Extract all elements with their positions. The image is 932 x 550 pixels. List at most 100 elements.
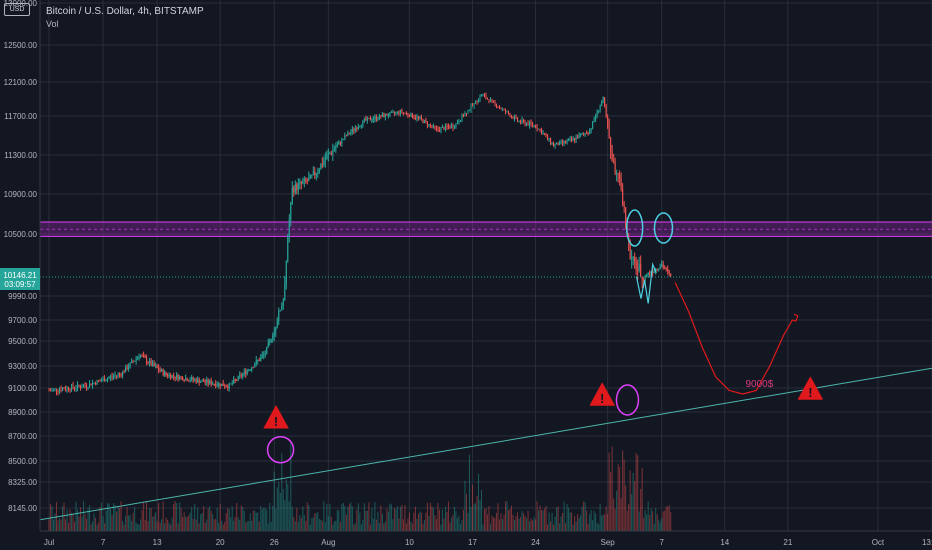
candle-body xyxy=(387,115,389,117)
volume-bar xyxy=(188,515,190,531)
volume-bar xyxy=(320,519,322,531)
volume-bar xyxy=(63,502,65,531)
volume-bar xyxy=(450,517,452,531)
volume-bar xyxy=(438,509,440,531)
y-tick-label: 9100.00 xyxy=(8,384,37,393)
candle-body xyxy=(353,129,355,131)
candle-body xyxy=(656,268,658,270)
volume-bar xyxy=(108,503,110,531)
candle-body xyxy=(243,371,245,374)
volume-bar xyxy=(640,488,642,531)
volume-bar xyxy=(171,517,173,531)
candle-body xyxy=(506,111,508,113)
candle-body xyxy=(495,103,498,108)
candle-body xyxy=(290,203,292,220)
volume-bar xyxy=(417,513,419,531)
candle-body xyxy=(489,99,492,102)
candle-body xyxy=(305,178,307,181)
candle-body xyxy=(321,164,323,166)
volume-bar xyxy=(297,521,299,531)
candle-body xyxy=(479,95,481,100)
candle-body xyxy=(107,378,109,381)
candle-body xyxy=(300,181,302,184)
time-axis[interactable]: Jul 7 13 20 26 Aug 10 17 24 Sep 7 14 21 Oct 13:00 xyxy=(0,530,932,550)
candle-body xyxy=(444,125,446,130)
candle-body xyxy=(453,127,455,129)
candle-body xyxy=(74,387,76,389)
volume-bar xyxy=(237,517,239,531)
volume-bar xyxy=(416,519,418,531)
chart-drawings[interactable]: !! ! 9000$ xyxy=(39,209,932,521)
candle-body xyxy=(377,118,379,120)
candle-body xyxy=(560,141,562,143)
candle-body xyxy=(571,138,573,141)
volume-bar xyxy=(644,510,646,531)
candle-body xyxy=(66,387,68,390)
volume-bar xyxy=(575,521,577,531)
volume-bar xyxy=(562,512,564,531)
candle-body xyxy=(207,379,209,384)
volume-bar xyxy=(535,519,537,531)
volume-bar xyxy=(581,506,583,531)
magenta-circle-right xyxy=(615,384,640,416)
cyan-circle-right xyxy=(653,212,674,244)
candle-body xyxy=(646,275,648,277)
volume-bar xyxy=(643,517,645,531)
x-tick-label: Jul xyxy=(44,538,54,547)
volume-bar xyxy=(255,512,257,531)
volume-bar xyxy=(107,503,109,531)
candle-body xyxy=(260,357,262,361)
volume-bar xyxy=(71,513,73,531)
volume-bar xyxy=(533,516,535,531)
volume-bar xyxy=(617,464,619,531)
candle-body xyxy=(435,127,437,129)
candle-body xyxy=(114,375,116,377)
volume-bar xyxy=(495,512,498,531)
volume-bar xyxy=(194,504,196,531)
candle-body xyxy=(171,375,173,379)
candle-body xyxy=(200,381,202,383)
candle-body xyxy=(542,133,544,135)
candle-body xyxy=(237,375,239,380)
candle-body xyxy=(123,371,125,373)
volume-bar xyxy=(488,506,490,531)
candle-body xyxy=(357,127,359,130)
y-tick-label: 11300.00 xyxy=(4,151,37,160)
y-tick-label: 12100.00 xyxy=(4,78,38,87)
candle-body xyxy=(539,128,541,131)
candle-body xyxy=(206,379,208,383)
volume-bar xyxy=(357,503,359,531)
volume-bar xyxy=(465,493,468,531)
candle-body xyxy=(143,355,145,357)
volume-bar xyxy=(517,512,519,531)
candle-body xyxy=(638,264,640,271)
warning-triangle-middle xyxy=(589,382,615,406)
volume-bar xyxy=(314,513,316,531)
candle-body xyxy=(659,266,661,270)
candle-body xyxy=(551,143,553,145)
volume-bar xyxy=(315,513,317,531)
candle-body xyxy=(381,114,383,117)
currency-badge[interactable]: USD xyxy=(4,3,30,16)
volume-bar xyxy=(198,523,200,531)
volume-bar xyxy=(520,517,522,531)
volume-bar xyxy=(356,509,358,531)
candle-body xyxy=(569,138,571,140)
candle-body xyxy=(258,360,260,362)
candle-body xyxy=(536,127,538,130)
volume-bar xyxy=(317,511,319,531)
resistance-zone[interactable] xyxy=(40,221,932,237)
volume-bar xyxy=(350,502,352,531)
volume-bar xyxy=(423,520,425,531)
volume-bar xyxy=(153,515,155,531)
volume-bar xyxy=(126,507,128,531)
candle-body xyxy=(486,98,489,100)
candle-body xyxy=(77,384,79,389)
volume-bar xyxy=(137,524,139,531)
volume-bar xyxy=(183,512,185,531)
volume-bar xyxy=(631,493,633,531)
candle-body xyxy=(544,133,546,135)
price-axis[interactable]: 13000.00 12500.00 12100.00 11700.00 11300.00… xyxy=(0,0,41,550)
candle-body xyxy=(605,106,607,117)
